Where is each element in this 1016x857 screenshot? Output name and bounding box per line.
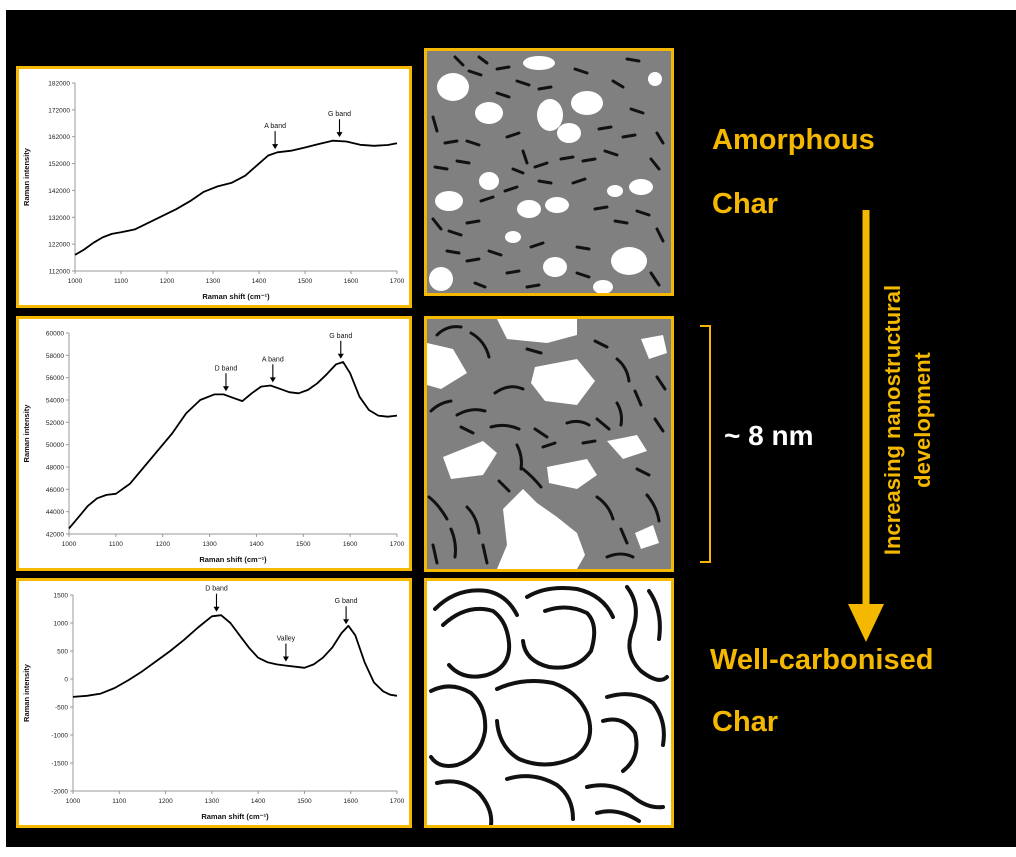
label-well-carbonised: Well-carbonised — [710, 644, 934, 676]
x-tick-label: 1000 — [66, 798, 81, 805]
figure-background: 112000 122000 132000 142000 152000 162000 1720… — [6, 10, 1016, 847]
y-tick-label: -1500 — [51, 761, 68, 768]
trend-arrow-icon — [848, 210, 884, 642]
x-tick-label: 1400 — [251, 798, 266, 805]
y-tick-label: -2000 — [51, 789, 68, 796]
x-axis-label: Raman shift (cm⁻¹) — [201, 812, 269, 821]
annotation-label: G band — [328, 111, 351, 118]
spectrum-line — [72, 614, 398, 698]
x-tick-label: 1300 — [206, 278, 221, 285]
x-tick-label: 1400 — [249, 541, 264, 548]
x-tick-label: 1600 — [344, 278, 359, 285]
trend-label-line1: Increasing nanostructural — [880, 284, 905, 556]
scale-label: ~ 8 nm — [724, 420, 814, 451]
spectrum-line — [68, 361, 398, 529]
y-tick-label: -500 — [55, 705, 68, 712]
x-tick-label: 1200 — [155, 541, 170, 548]
annotation-label: A band — [262, 356, 284, 363]
annotation-arrowhead — [337, 353, 344, 359]
y-tick-label: 46000 — [46, 487, 64, 494]
x-tick-label: 1700 — [390, 541, 405, 548]
x-tick-label: 1700 — [390, 798, 405, 805]
annotation-arrowhead — [222, 386, 229, 392]
y-tick-label: 1000 — [54, 621, 69, 628]
y-tick-label: 52000 — [46, 420, 64, 427]
x-tick-label: 1600 — [343, 798, 358, 805]
y-tick-label: 132000 — [48, 215, 70, 222]
y-tick-label: 142000 — [48, 188, 70, 195]
x-tick-label: 1300 — [202, 541, 217, 548]
y-tick-label: 56000 — [46, 375, 64, 382]
nanostructure-well-carbonised-drawing — [427, 581, 671, 825]
y-tick-label: 50000 — [46, 442, 64, 449]
y-tick-label: 122000 — [48, 242, 70, 249]
y-tick-label: 48000 — [46, 465, 64, 472]
annotation-arrowhead — [272, 144, 279, 150]
annotation-label: G band — [335, 598, 358, 605]
y-tick-label: -1000 — [51, 733, 68, 740]
y-tick-label: 112000 — [49, 269, 71, 276]
x-tick-label: 1100 — [109, 541, 123, 548]
y-tick-label: 60000 — [46, 331, 64, 338]
y-tick-label: 182000 — [48, 81, 70, 88]
x-tick-label: 1100 — [112, 798, 126, 805]
raman-chart-intermediate: 42000 44000 46000 48000 50000 52000 54000 56000… — [16, 316, 412, 571]
label-amorphous: Amorphous — [712, 124, 875, 156]
y-tick-label: 42000 — [46, 532, 64, 539]
x-tick-label: 1200 — [158, 798, 173, 805]
raman-chart-well-carbonised-svg: -2000 -1500 -1000 -500 0 500 1000 1500 1000 1100 1… — [22, 586, 405, 821]
x-tick-label: 1000 — [68, 278, 83, 285]
scale-bracket — [700, 325, 711, 563]
annotation-label: D band — [215, 365, 238, 372]
annotation-arrowhead — [343, 619, 350, 625]
nanostructure-intermediate-drawing — [427, 319, 671, 569]
annotation-label: D band — [205, 586, 228, 593]
y-tick-label: 58000 — [46, 353, 64, 360]
annotation-arrowhead — [336, 132, 343, 138]
x-axis-label: Raman shift (cm⁻¹) — [199, 555, 267, 564]
nanostructure-amorphous — [424, 48, 674, 296]
y-tick-label: 54000 — [46, 398, 64, 405]
raman-chart-intermediate-svg: 42000 44000 46000 48000 50000 52000 54000 56000… — [22, 331, 405, 565]
annotation-arrowhead — [213, 606, 220, 612]
y-axis-label: Raman intensity — [22, 404, 31, 463]
raman-chart-amorphous: 112000 122000 132000 142000 152000 162000 1720… — [16, 66, 412, 308]
annotation-arrowhead — [269, 377, 276, 383]
annotation-label: Valley — [277, 636, 296, 643]
nanostructure-amorphous-drawing — [427, 51, 671, 293]
trend-label-line2: development — [910, 352, 935, 488]
y-tick-label: 0 — [64, 677, 68, 684]
y-tick-label: 1500 — [54, 593, 69, 600]
raman-chart-well-carbonised: -2000 -1500 -1000 -500 0 500 1000 1500 1000 1100 1… — [16, 578, 412, 828]
x-tick-label: 1500 — [296, 541, 311, 548]
x-axis-label: Raman shift (cm⁻¹) — [202, 292, 270, 301]
x-tick-label: 1700 — [390, 278, 405, 285]
y-axis-label: Raman intensity — [22, 663, 31, 722]
spectrum-line — [74, 139, 398, 256]
y-tick-label: 44000 — [46, 509, 64, 516]
annotation-label: A band — [264, 123, 286, 130]
nanostructure-intermediate — [424, 316, 674, 572]
trend-label: Increasing nanostructural development — [878, 280, 938, 560]
x-tick-label: 1600 — [343, 541, 358, 548]
nanostructure-well-carbonised — [424, 578, 674, 828]
y-tick-label: 172000 — [48, 107, 70, 114]
x-tick-label: 1400 — [252, 278, 267, 285]
annotation-arrowhead — [282, 656, 289, 662]
y-axis-label: Raman intensity — [22, 147, 31, 206]
x-tick-label: 1200 — [160, 278, 175, 285]
raman-chart-amorphous-svg: 112000 122000 132000 142000 152000 162000 1720… — [22, 81, 405, 302]
x-tick-label: 1500 — [298, 278, 313, 285]
y-tick-label: 152000 — [48, 161, 70, 168]
label-char-top: Char — [712, 188, 779, 220]
annotation-label: G band — [329, 333, 352, 340]
x-tick-label: 1100 — [114, 278, 128, 285]
y-tick-label: 500 — [57, 649, 68, 656]
x-tick-label: 1300 — [205, 798, 220, 805]
x-tick-label: 1000 — [62, 541, 77, 548]
y-tick-label: 162000 — [48, 134, 70, 141]
label-char-bottom: Char — [712, 706, 779, 738]
x-tick-label: 1500 — [297, 798, 312, 805]
